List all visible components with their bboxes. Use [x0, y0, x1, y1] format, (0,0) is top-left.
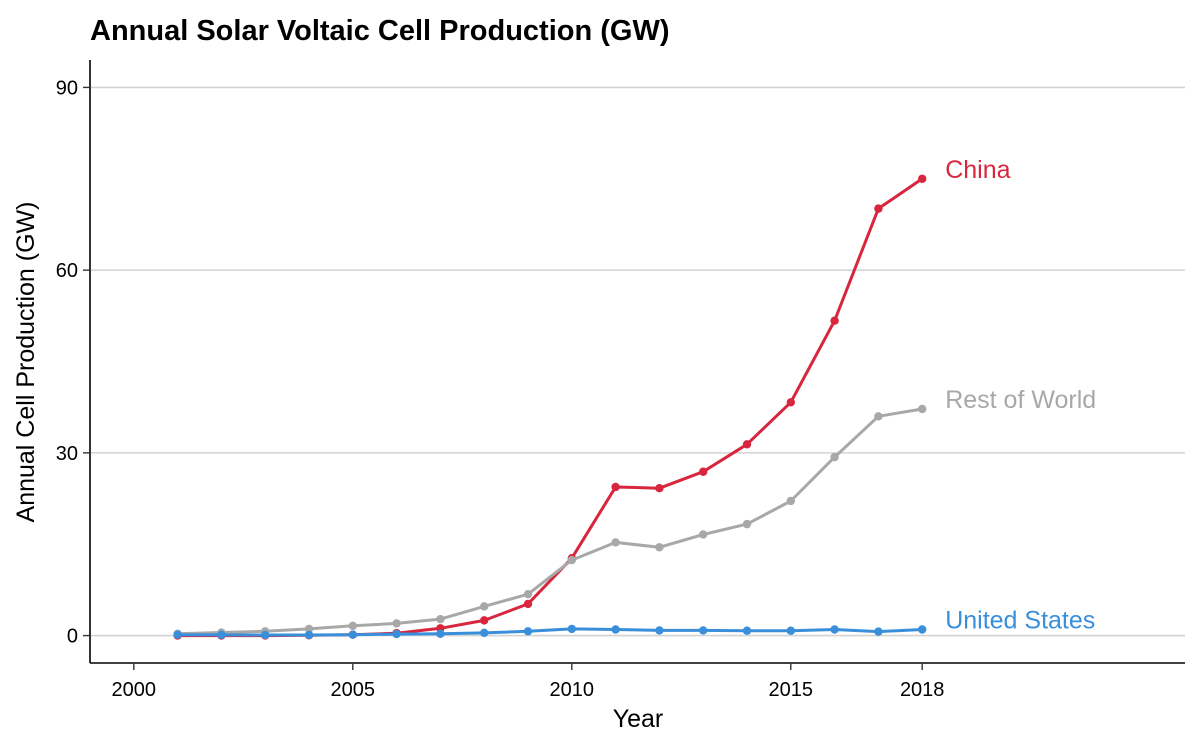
data-point-united-states-2017 — [874, 627, 883, 636]
data-point-rest-of-world-2016 — [830, 452, 839, 462]
data-point-united-states-2006 — [392, 629, 401, 639]
series-label-united-states: United States — [945, 607, 1095, 635]
data-point-united-states-2005 — [348, 630, 357, 639]
x-tick-label-2010: 2010 — [550, 679, 595, 701]
y-tick-label-90: 90 — [56, 77, 78, 99]
data-point-rest-of-world-2015 — [786, 496, 795, 506]
data-point-united-states-2001 — [173, 630, 182, 639]
data-point-rest-of-world-2008 — [480, 602, 489, 611]
data-point-china-2008 — [480, 616, 489, 625]
data-point-united-states-2007 — [436, 629, 445, 638]
x-axis-ticks: 2000 2005 2010 2015 2018 — [112, 663, 945, 701]
data-point-rest-of-world-2005 — [348, 621, 357, 631]
series-line-united-states — [177, 627, 923, 637]
data-point-china-2016 — [830, 316, 839, 325]
data-point-rest-of-world-2010 — [567, 555, 576, 565]
data-point-china-2009 — [523, 599, 533, 609]
series-line-rest-of-world — [177, 407, 923, 636]
data-point-china-2011 — [611, 482, 620, 492]
series-line-china — [177, 177, 924, 638]
data-point-china-2018 — [918, 174, 927, 183]
series-labels: China Rest of World United States — [945, 156, 1096, 635]
data-point-rest-of-world-2018 — [918, 404, 927, 414]
x-tick-label-2018: 2018 — [900, 679, 945, 701]
x-tick-label-2005: 2005 — [331, 679, 376, 701]
data-point-rest-of-world-2017 — [874, 412, 883, 421]
data-point-united-states-2003 — [261, 630, 270, 640]
gridlines — [90, 86, 1185, 637]
data-point-united-states-2004 — [304, 630, 314, 640]
data-point-united-states-2010 — [567, 624, 576, 634]
data-point-rest-of-world-2004 — [304, 624, 314, 634]
series-label-china: China — [945, 156, 1010, 184]
series-united-states — [173, 624, 927, 640]
y-axis-title: Annual Cell Production (GW) — [12, 202, 40, 523]
data-point-united-states-2014 — [742, 626, 752, 635]
series-label-rest-of-world: Rest of World — [945, 386, 1096, 414]
series-china — [173, 174, 927, 640]
axes — [89, 60, 1185, 664]
series-rest-of-world — [173, 404, 927, 638]
data-point-china-2012 — [655, 483, 664, 493]
data-point-united-states-2018 — [918, 625, 927, 634]
data-point-united-states-2016 — [830, 625, 839, 634]
data-point-rest-of-world-2007 — [436, 614, 445, 624]
data-point-rest-of-world-2006 — [392, 619, 401, 628]
data-point-united-states-2011 — [611, 625, 620, 634]
data-point-united-states-2013 — [699, 626, 708, 635]
chart-title: Annual Solar Voltaic Cell Production (GW… — [90, 15, 670, 47]
data-point-china-2017 — [874, 204, 883, 213]
data-point-rest-of-world-2012 — [655, 543, 664, 552]
x-tick-label-2000: 2000 — [112, 679, 157, 701]
data-point-china-2013 — [699, 467, 708, 476]
data-point-china-2014 — [742, 440, 752, 449]
data-point-united-states-2012 — [655, 626, 664, 635]
y-tick-label-0: 0 — [67, 626, 78, 648]
data-point-united-states-2008 — [480, 628, 489, 638]
y-axis-ticks: 0 30 60 90 — [56, 77, 90, 648]
data-point-rest-of-world-2014 — [742, 519, 752, 529]
x-axis-title: Year — [613, 705, 664, 733]
data-point-rest-of-world-2011 — [611, 538, 620, 547]
data-point-united-states-2002 — [217, 630, 226, 640]
data-point-rest-of-world-2013 — [699, 530, 708, 539]
data-point-china-2015 — [786, 398, 795, 407]
data-point-rest-of-world-2009 — [523, 589, 533, 599]
x-tick-label-2015: 2015 — [769, 679, 814, 701]
y-tick-label-60: 60 — [56, 260, 78, 282]
y-tick-label-30: 30 — [56, 443, 78, 465]
data-point-united-states-2009 — [523, 627, 533, 636]
data-point-united-states-2015 — [786, 626, 795, 635]
series-lines — [173, 174, 927, 640]
